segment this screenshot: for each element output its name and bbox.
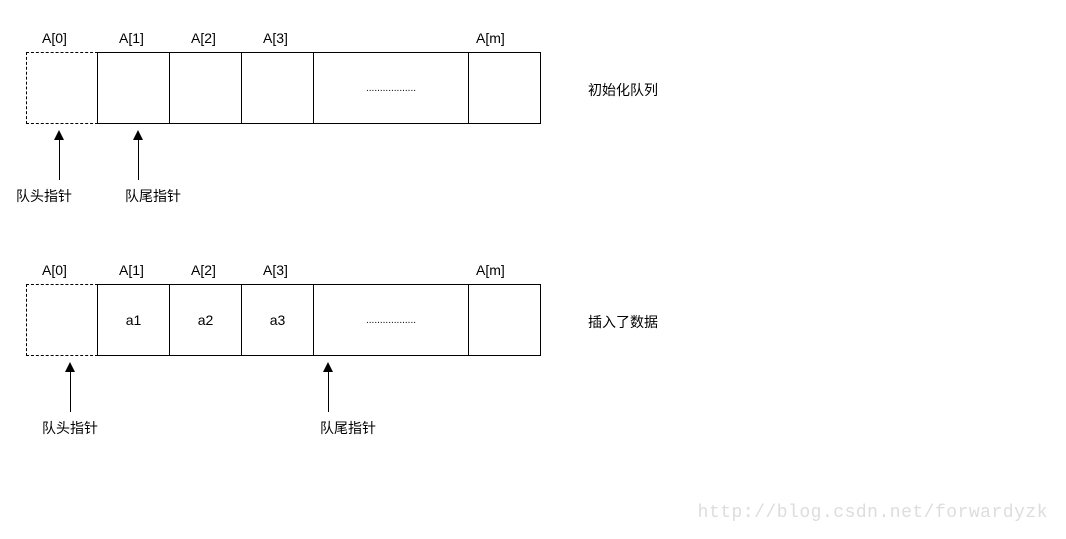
tail-pointer-2: 队尾指针: [280, 362, 376, 438]
cell-2-3: a3: [242, 284, 314, 356]
header2-am: A[m]: [476, 262, 505, 278]
cell-2-2: a2: [170, 284, 242, 356]
cell-2-m: [469, 284, 541, 356]
head-pointer-2: 队头指针: [42, 362, 98, 438]
cell-2-0: [26, 284, 98, 356]
header2-a2: A[2]: [191, 262, 216, 278]
header-am: A[m]: [476, 30, 505, 46]
tail-pointer-label-1: 队尾指针: [125, 186, 181, 206]
cell-2-1: a1: [98, 284, 170, 356]
cell-1-2: [170, 52, 242, 124]
head-pointer-label-2: 队头指针: [42, 418, 98, 438]
header-a0: A[0]: [42, 30, 67, 46]
header2-a3: A[3]: [263, 262, 288, 278]
arrow-line: [138, 140, 139, 180]
cell-row-1: ..................: [26, 52, 541, 124]
watermark-text: http://blog.csdn.net/forwardyzk: [698, 503, 1048, 523]
header2-a0: A[0]: [42, 262, 67, 278]
header-a1: A[1]: [119, 30, 144, 46]
head-pointer-1: 队头指针: [46, 130, 72, 206]
caption-init: 初始化队列: [588, 80, 658, 100]
arrow-icon: [54, 130, 64, 140]
arrow-line: [328, 372, 329, 412]
tail-pointer-label-2: 队尾指针: [320, 418, 376, 438]
arrow-icon: [133, 130, 143, 140]
header-a3: A[3]: [263, 30, 288, 46]
cell-1-ellipsis: ..................: [314, 52, 469, 124]
cell-2-ellipsis: ..................: [314, 284, 469, 356]
cell-row-2: a1 a2 a3 ..................: [26, 284, 541, 356]
arrow-line: [70, 372, 71, 412]
arrow-icon: [323, 362, 333, 372]
cell-1-1: [98, 52, 170, 124]
arrow-icon: [65, 362, 75, 372]
head-pointer-label-1: 队头指针: [16, 186, 72, 206]
tail-pointer-1: 队尾指针: [95, 130, 181, 206]
caption-insert: 插入了数据: [588, 312, 658, 332]
arrow-line: [59, 140, 60, 180]
cell-1-3: [242, 52, 314, 124]
cell-1-0: [26, 52, 98, 124]
header2-a1: A[1]: [119, 262, 144, 278]
cell-1-m: [469, 52, 541, 124]
header-a2: A[2]: [191, 30, 216, 46]
